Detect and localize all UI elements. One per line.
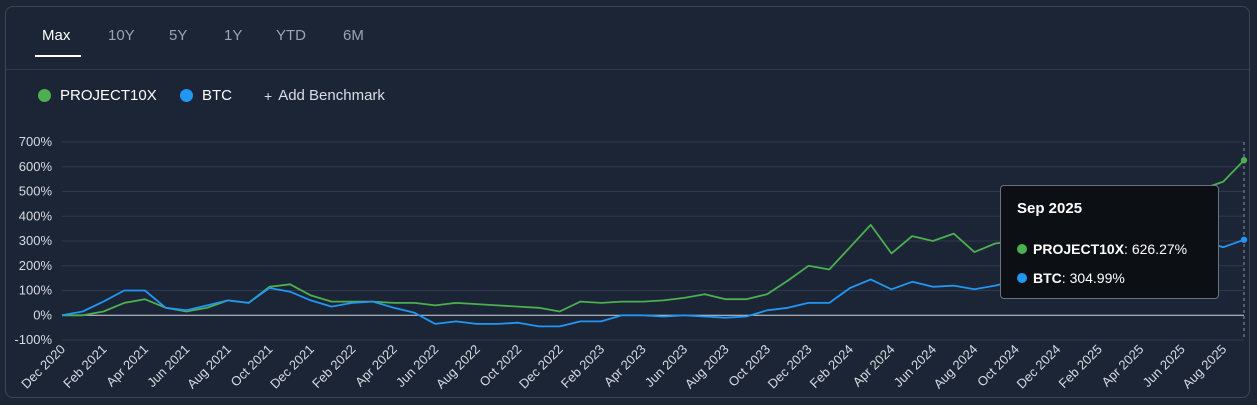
tab-max[interactable]: Max	[42, 27, 71, 44]
x-tick-label: Aug 2021	[184, 342, 234, 392]
series-end-point	[1240, 157, 1248, 164]
y-tick-label: 300%	[19, 233, 53, 248]
x-tick-label: Apr 2022	[352, 342, 400, 390]
x-tick-label: Dec 2021	[267, 342, 317, 392]
legend-item-project10x[interactable]: PROJECT10X	[38, 87, 157, 104]
tab-ytd[interactable]: YTD	[276, 27, 306, 44]
tooltip-row-project10x: PROJECT10X: 626.27%	[1017, 241, 1187, 257]
x-tick-label: Feb 2021	[60, 342, 109, 391]
tab-6m[interactable]: 6M	[343, 27, 364, 44]
x-tick-label: Apr 2024	[850, 342, 898, 390]
x-tick-label: Apr 2023	[601, 342, 649, 390]
y-tick-label: 0%	[33, 307, 52, 322]
legend-item-btc[interactable]: BTC	[180, 87, 232, 104]
x-tick-label: Aug 2022	[433, 342, 483, 392]
series-dot-icon	[180, 89, 193, 102]
tooltip-series-name: BTC	[1033, 270, 1062, 286]
x-tick-label: Dec 2024	[1014, 342, 1064, 392]
x-tick-label: Feb 2025	[1056, 342, 1105, 391]
x-tick-label: Dec 2023	[765, 342, 815, 392]
series-dot-icon	[38, 89, 51, 102]
tooltip-series-value: 304.99%	[1069, 270, 1125, 286]
series-end-point	[1240, 236, 1248, 243]
line-chart[interactable]: 700% 600% 500% 400% 300% 200% 100% 0% -100% Dec …	[5, 6, 1250, 398]
timeframe-tabs: Max 10Y 5Y 1Y YTD 6M	[6, 7, 1249, 70]
tab-1y[interactable]: 1Y	[224, 27, 243, 44]
y-tick-label: 500%	[19, 184, 53, 199]
x-tick-label: Aug 2025	[1179, 342, 1229, 392]
x-tick-label: Feb 2024	[807, 342, 856, 391]
tooltip-series-name: PROJECT10X	[1033, 241, 1125, 257]
add-benchmark-label: Add Benchmark	[278, 87, 385, 104]
x-tick-label: Feb 2023	[558, 342, 607, 391]
x-tick-label: Apr 2025	[1099, 342, 1147, 390]
tooltip-series-value: 626.27%	[1131, 241, 1188, 257]
tab-5y[interactable]: 5Y	[169, 27, 188, 44]
y-tick-label: 200%	[19, 258, 53, 273]
plus-icon: +	[264, 87, 273, 104]
series-dot-icon	[1017, 244, 1027, 254]
y-tick-label: 400%	[19, 208, 53, 223]
legend-label: PROJECT10X	[60, 87, 157, 104]
y-tick-label: -100%	[14, 332, 52, 347]
y-tick-label: 700%	[19, 134, 53, 149]
active-tab-indicator	[35, 55, 81, 57]
legend-label: BTC	[202, 87, 232, 104]
x-tick-label: Aug 2024	[931, 342, 981, 392]
chart-tooltip: Sep 2025 PROJECT10X: 626.27% BTC: 304.99…	[1000, 185, 1219, 299]
y-tick-label: 100%	[19, 283, 53, 298]
add-benchmark-button[interactable]: + Add Benchmark	[264, 87, 385, 104]
x-tick-label: Dec 2022	[516, 342, 566, 392]
tooltip-date: Sep 2025	[1017, 200, 1083, 217]
x-tick-label: Dec 2020	[18, 342, 68, 392]
x-tick-label: Feb 2022	[309, 342, 358, 391]
performance-chart-panel: Max 10Y 5Y 1Y YTD 6M PROJECT10X BTC + Ad…	[5, 6, 1250, 398]
tooltip-row-btc: BTC: 304.99%	[1017, 270, 1125, 286]
series-dot-icon	[1017, 273, 1027, 283]
y-tick-label: 600%	[19, 159, 53, 174]
x-tick-label: Apr 2021	[103, 342, 151, 390]
x-tick-label: Aug 2023	[682, 342, 732, 392]
tab-10y[interactable]: 10Y	[108, 27, 135, 44]
